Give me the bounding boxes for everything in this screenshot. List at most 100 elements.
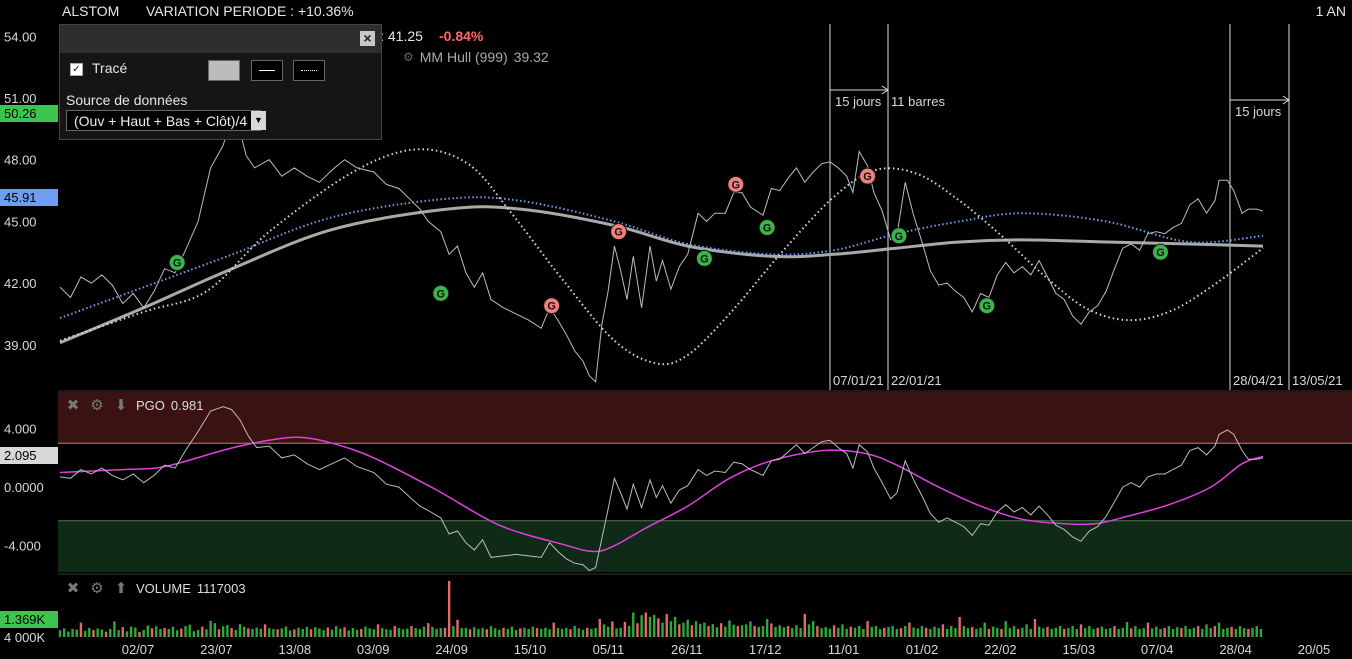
volume-value: 1117003 (196, 580, 246, 596)
sell-signal-icon: G (543, 297, 561, 315)
volume-bar (1134, 626, 1137, 637)
arrow-down-icon[interactable]: ⬇ (114, 397, 128, 414)
volume-bar (807, 624, 811, 637)
volume-bar (719, 623, 723, 637)
volume-bar (690, 625, 694, 637)
overbought-zone (58, 392, 1352, 444)
volume-bar (113, 621, 116, 637)
volume-bar (786, 626, 790, 637)
marker-note-label: 11 barres (891, 94, 945, 109)
volume-bar (372, 629, 376, 637)
volume-bar (104, 631, 108, 637)
volume-bar (941, 624, 945, 637)
volume-bar (452, 626, 455, 637)
volume-bar (1255, 626, 1258, 637)
line-style-dotted[interactable] (293, 60, 325, 81)
x-tick-label: 03/09 (357, 642, 390, 657)
gear-icon[interactable]: ⚙ (90, 397, 104, 414)
chevron-down-icon[interactable]: ▼ (251, 111, 266, 130)
marker-date-label: 13/05/21 (1292, 373, 1343, 388)
marker-arrow-label: 15 jours (1235, 104, 1282, 119)
x-tick-label: 02/07 (122, 642, 155, 657)
volume-bar (188, 624, 191, 637)
volume-bar (878, 628, 882, 637)
arrow-up-icon[interactable]: ⬆ (114, 580, 128, 597)
volume-bar (125, 631, 129, 637)
volume-bar (129, 626, 133, 637)
volume-bar (481, 628, 484, 637)
volume-badge: 1.369K (0, 611, 58, 628)
volume-bar (1242, 628, 1246, 637)
volume-bar (62, 628, 66, 637)
volume-bar (414, 628, 417, 637)
volume-bar (1222, 628, 1225, 637)
volume-bar (1192, 627, 1196, 637)
volume-bar (899, 628, 903, 637)
volume-bar (958, 616, 961, 637)
sell-signal-icon-dot (543, 297, 561, 315)
volume-bar (586, 627, 589, 637)
volume-bar (180, 628, 183, 637)
variation-label: VARIATION PERIODE : +10.36% (146, 3, 354, 19)
volume-bar (376, 624, 380, 637)
volume-bar (703, 622, 706, 637)
pgo-ma-line (59, 436, 1264, 553)
volume-bar (460, 628, 463, 637)
volume-bar (234, 629, 237, 637)
volume-bar (109, 628, 112, 637)
volume-bar (577, 628, 581, 637)
buy-signal-icon-dot (1151, 243, 1169, 261)
volume-bar (1129, 628, 1133, 637)
volume-bar (314, 627, 317, 637)
gear-icon[interactable]: ⚙ (403, 50, 414, 64)
volume-bar (757, 626, 760, 637)
price-tick-label: 45.00 (4, 214, 37, 229)
volume-bar (791, 628, 794, 637)
volume-bar (163, 628, 166, 637)
volume-bar (447, 580, 451, 637)
volume-bar (837, 627, 840, 637)
volume-bar (590, 628, 593, 637)
volume-bar (297, 627, 300, 637)
volume-bar (401, 629, 405, 637)
volume-bar (1209, 628, 1212, 637)
volume-bar (1234, 628, 1238, 637)
volume-bar (711, 624, 714, 637)
volume-bar (870, 626, 873, 637)
line-style-solid[interactable] (251, 60, 283, 81)
volume-bar (1037, 626, 1041, 637)
close-icon[interactable]: ✖ (66, 397, 80, 414)
volume-bar (573, 626, 576, 637)
volume-bar (134, 627, 137, 637)
volume-bar (803, 613, 807, 637)
volume-bar (159, 628, 162, 637)
gear-icon[interactable]: ⚙ (90, 580, 104, 597)
volume-bar (552, 622, 555, 637)
sell-signal-icon-dot (727, 175, 745, 193)
volume-bar (468, 629, 472, 637)
volume-bar (1138, 628, 1141, 637)
volume-bar (192, 631, 196, 637)
close-icon[interactable]: ✖ (66, 580, 80, 597)
volume-bar (540, 628, 543, 637)
trace-checkbox[interactable]: ✓ (70, 63, 83, 76)
sell-signal-icon-dot (859, 167, 877, 185)
color-swatch[interactable] (208, 60, 240, 81)
buy-signal-icon-glyph: G (763, 223, 772, 235)
price-tick-label: 42.00 (4, 276, 37, 291)
volume-bar (389, 629, 392, 637)
volume-bar (100, 629, 104, 637)
volume-bar (422, 626, 426, 637)
volume-bar (88, 627, 91, 637)
period-label[interactable]: 1 AN (1315, 3, 1346, 19)
volume-bar (1104, 628, 1108, 637)
x-tick-label: 15/10 (514, 642, 547, 657)
volume-bar (343, 627, 346, 637)
oversold-zone (58, 520, 1352, 572)
close-icon[interactable]: × (360, 31, 375, 46)
source-select[interactable]: (Ouv + Haut + Bas + Clôt)/4 (66, 110, 261, 131)
volume-bar (694, 621, 698, 637)
dialog-titlebar[interactable]: × (60, 25, 381, 53)
buy-signal-icon-dot (978, 297, 996, 315)
